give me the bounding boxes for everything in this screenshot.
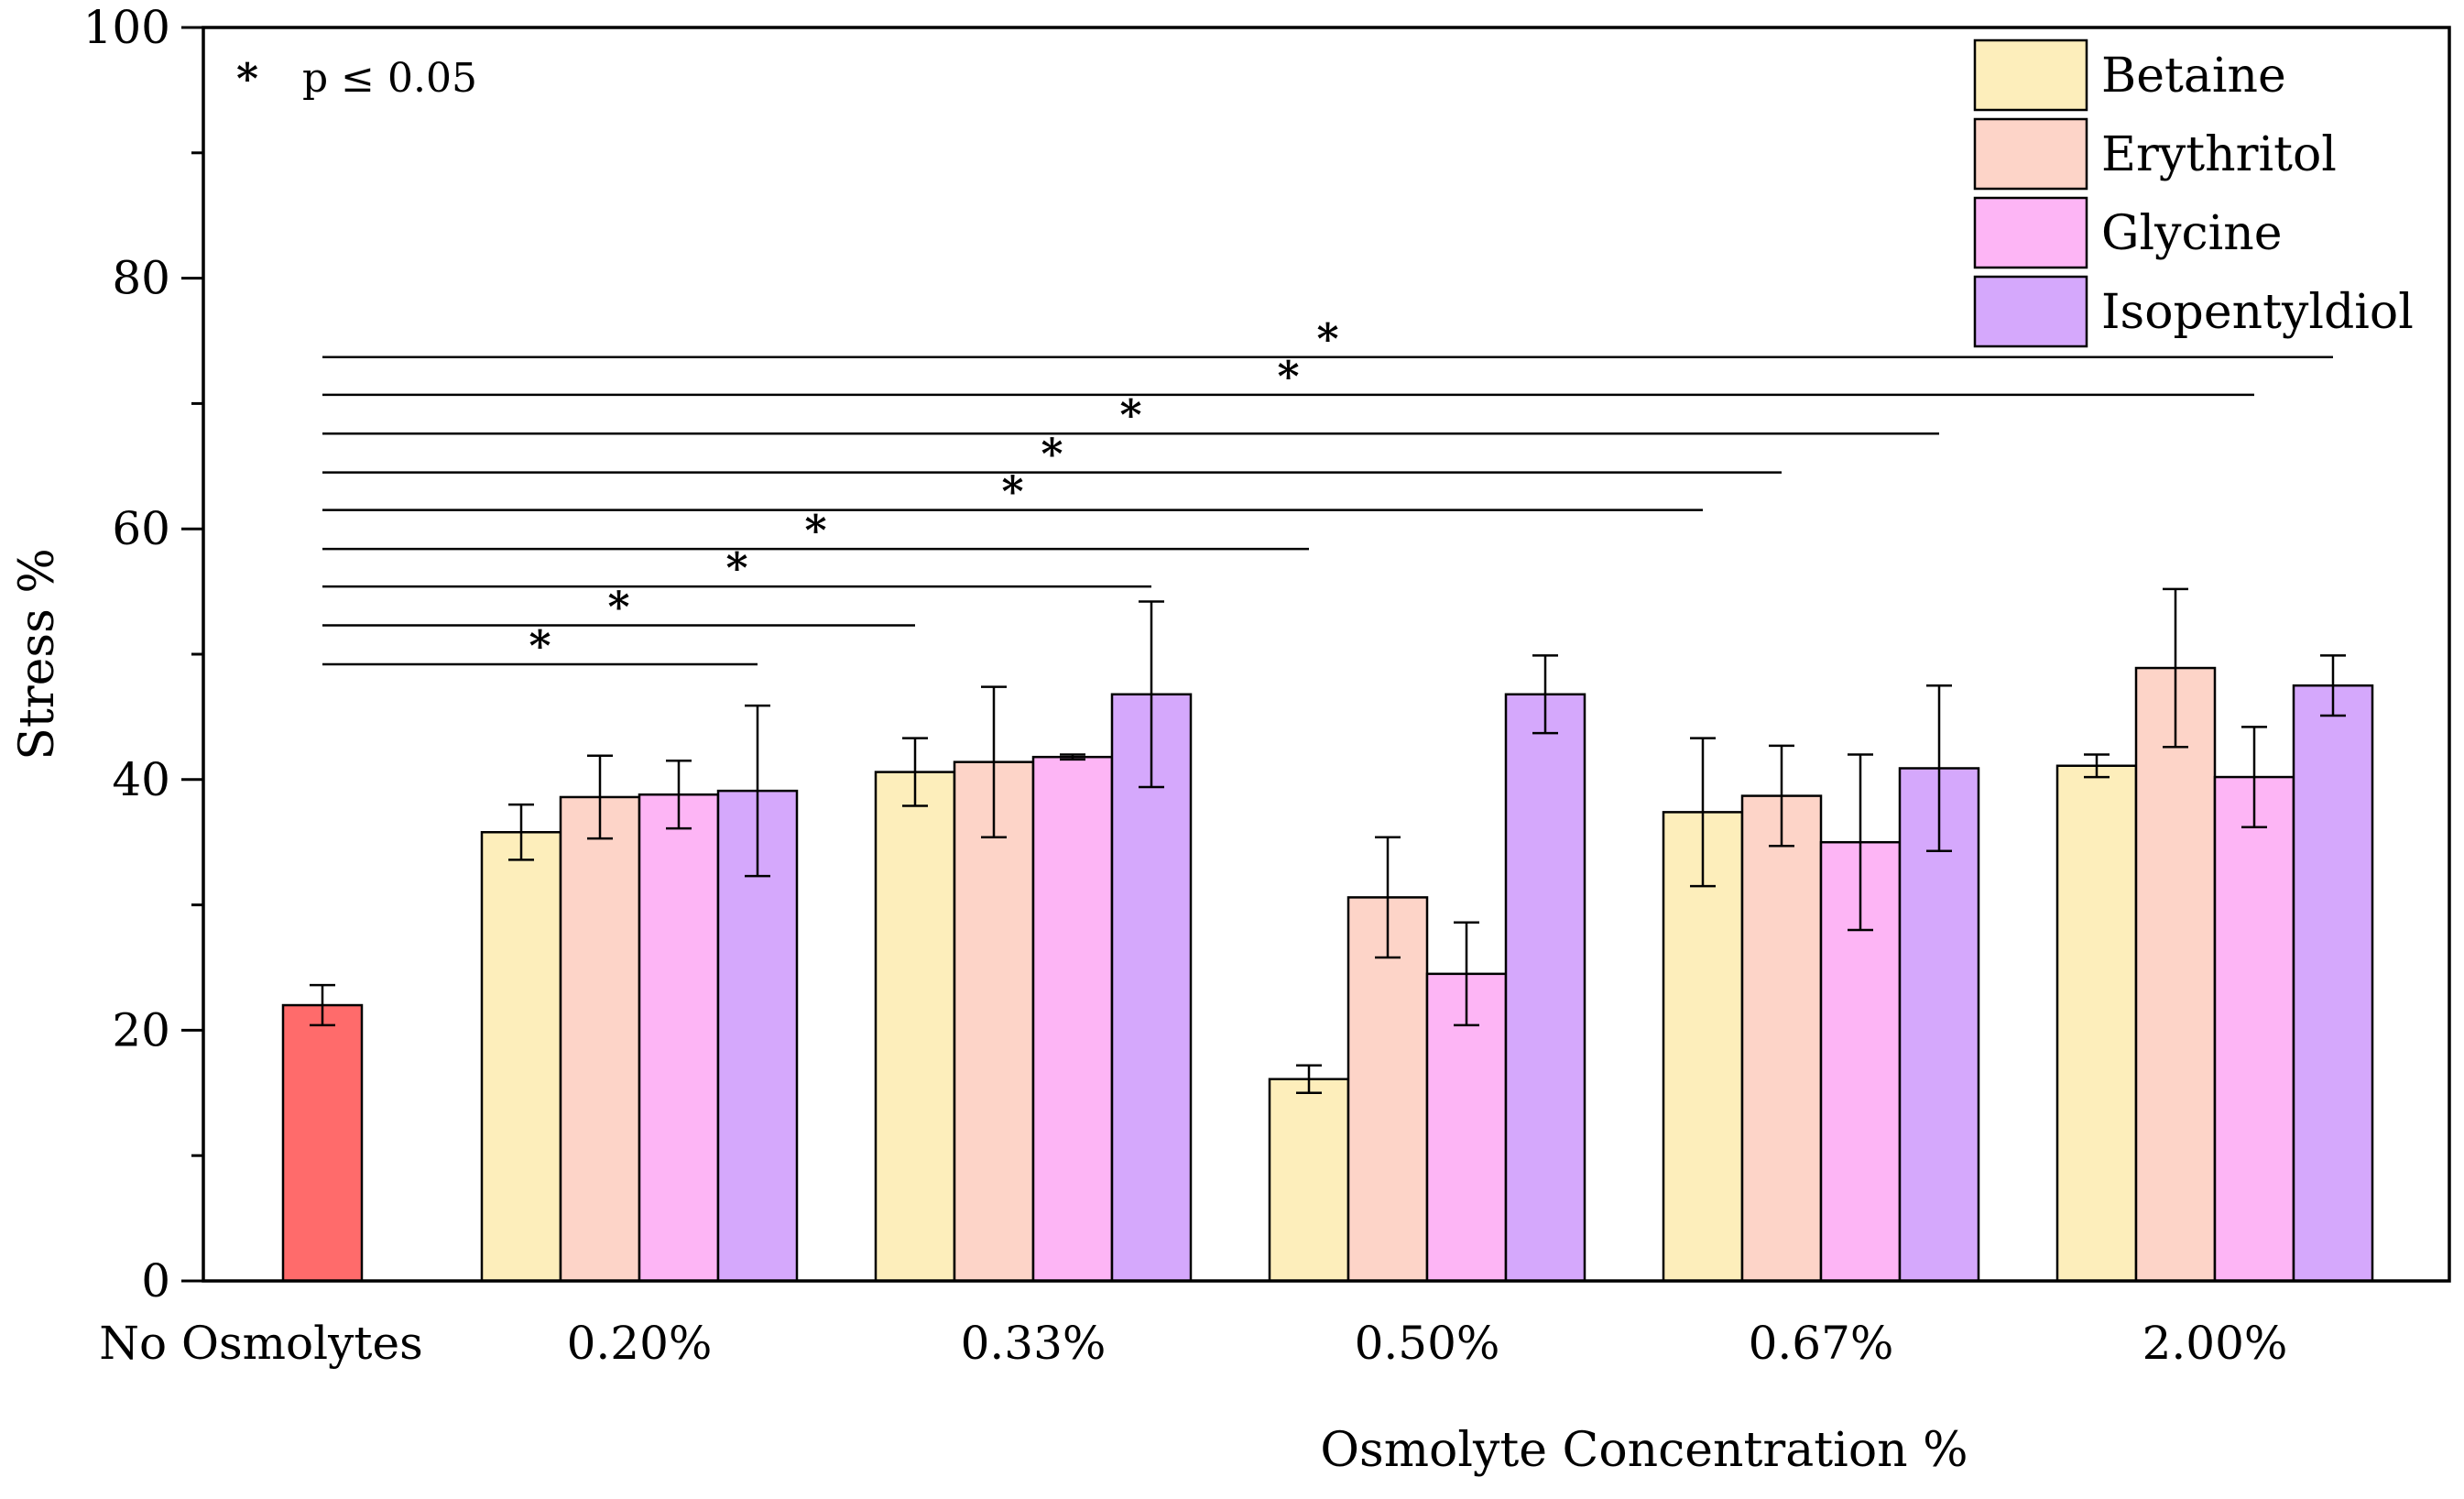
error-bar-erythritol-0-33pct — [981, 685, 1007, 838]
y-tick-label-100: 100 — [83, 1, 170, 54]
bars-layer — [281, 666, 2374, 1283]
error-bar-glycine-0-67pct — [1848, 753, 1873, 932]
x-tick-label-0-67pct: 0.67% — [1749, 1317, 1894, 1370]
significance-layer: * * * * * * * * * — [322, 314, 2333, 671]
bar-erythritol-0-67pct — [1740, 794, 1823, 1283]
error-bar-erythritol-0-50pct — [1375, 836, 1401, 959]
legend: Betaine Erythritol Glycine Isopentyldiol — [1973, 38, 2414, 348]
x-tick-label-0-50pct: 0.50% — [1355, 1317, 1500, 1370]
error-bar-glycine-0-20pct — [666, 760, 692, 830]
bar-isopentyldiol-0-33pct — [1110, 693, 1193, 1283]
error-bar-erythritol-2-00pct — [2163, 587, 2188, 749]
y-tick-label-80: 80 — [112, 252, 170, 305]
significance-star-8: * — [1277, 352, 1299, 401]
error-bar-isopentyldiol-0-20pct — [745, 704, 770, 878]
significance-star-5: * — [1001, 467, 1023, 517]
y-axis-title: Stress % — [10, 548, 65, 760]
bar-glycine-2-00pct — [2213, 775, 2295, 1283]
error-bar-betaine-0-33pct — [902, 737, 928, 807]
error-bar-betaine-0-67pct — [1690, 737, 1716, 888]
significance-star-3: * — [725, 543, 747, 593]
significance-star-4: * — [804, 506, 826, 555]
significance-note: * p ≤ 0.05 — [236, 54, 477, 104]
bar-glycine-0-20pct — [638, 793, 720, 1283]
error-bar-erythritol-0-20pct — [587, 754, 613, 840]
bar-betaine-0-20pct — [480, 831, 562, 1283]
error-bar-glycine-0-33pct — [1060, 753, 1085, 761]
x-tick-label-0-20pct: 0.20% — [567, 1317, 713, 1370]
y-axis: 0 20 40 60 80 100 — [83, 1, 203, 1308]
legend-label-glycine: Glycine — [2101, 206, 2283, 261]
bar-isopentyldiol-0-50pct — [1504, 693, 1586, 1283]
legend-swatch-glycine — [1973, 196, 2088, 269]
y-tick-label-40: 40 — [112, 753, 170, 806]
error-bar-isopentyldiol-0-50pct — [1532, 654, 1558, 735]
legend-label-isopentyldiol: Isopentyldiol — [2101, 285, 2414, 340]
significance-star-9: * — [1316, 314, 1338, 364]
bar-isopentyldiol-2-00pct — [2292, 684, 2374, 1283]
bar-erythritol-0-33pct — [953, 760, 1035, 1283]
legend-swatch-betaine — [1973, 38, 2088, 112]
x-axis: No Osmolytes 0.20% 0.33% 0.50% 0.67% 2.00% — [99, 1317, 2287, 1370]
significance-note-star: * — [236, 54, 258, 104]
error-bar-isopentyldiol-0-33pct — [1139, 600, 1164, 789]
y-tick-label-0: 0 — [141, 1254, 170, 1308]
bar-betaine-0-33pct — [874, 771, 956, 1283]
error-bar-isopentyldiol-2-00pct — [2320, 654, 2346, 717]
bar-betaine-2-00pct — [2055, 764, 2138, 1283]
significance-star-2: * — [607, 583, 629, 632]
bar-erythritol-2-00pct — [2134, 666, 2217, 1283]
y-tick-label-20: 20 — [112, 1003, 170, 1056]
error-bar-no-osmolytes — [310, 983, 335, 1027]
x-tick-label-2-00pct: 2.00% — [2142, 1317, 2288, 1370]
x-tick-label-0-33pct: 0.33% — [961, 1317, 1107, 1370]
bar-erythritol-0-20pct — [559, 795, 641, 1283]
error-bar-betaine-0-50pct — [1296, 1064, 1322, 1095]
error-bars-layer — [310, 587, 2346, 1095]
error-bar-betaine-0-20pct — [508, 803, 534, 861]
error-bar-betaine-2-00pct — [2084, 753, 2110, 779]
error-bar-erythritol-0-67pct — [1769, 744, 1794, 848]
bar-glycine-0-33pct — [1031, 755, 1114, 1283]
bar-betaine-0-50pct — [1268, 1078, 1350, 1283]
legend-label-betaine: Betaine — [2101, 49, 2286, 104]
significance-star-1: * — [529, 621, 551, 671]
legend-swatch-erythritol — [1973, 117, 2088, 191]
legend-label-erythritol: Erythritol — [2101, 127, 2337, 182]
y-tick-label-60: 60 — [112, 502, 170, 555]
significance-star-6: * — [1041, 430, 1063, 479]
error-bar-glycine-2-00pct — [2241, 726, 2267, 829]
significance-note-text: p ≤ 0.05 — [302, 55, 477, 102]
x-tick-label-no-osmolytes: No Osmolytes — [99, 1317, 423, 1370]
legend-swatch-isopentyldiol — [1973, 275, 2088, 348]
x-axis-title: Osmolyte Concentration % — [1320, 1423, 1968, 1478]
bar-no-osmolytes — [281, 1003, 364, 1283]
error-bar-glycine-0-50pct — [1454, 921, 1479, 1027]
significance-star-7: * — [1119, 390, 1141, 440]
error-bar-isopentyldiol-0-67pct — [1926, 684, 1952, 853]
